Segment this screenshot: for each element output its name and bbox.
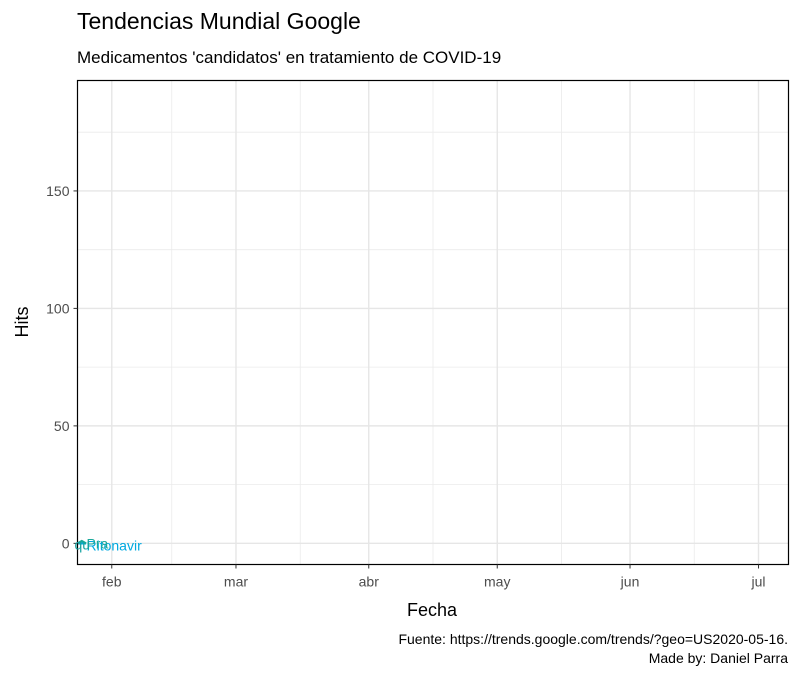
x-tick-label: abr (359, 574, 380, 590)
x-tick-label: jun (620, 574, 640, 590)
y-tick-label: 50 (54, 418, 70, 434)
x-tick-label: mar (224, 574, 248, 590)
y-axis-title: Hits (12, 307, 32, 338)
series-lines (76, 539, 87, 545)
series-label-1: Pra (87, 535, 109, 551)
caption-author: Made by: Daniel Parra (648, 650, 788, 666)
y-tick-label: 100 (46, 300, 70, 316)
x-axis-title: Fecha (407, 600, 458, 620)
y-tick-label: 0 (62, 535, 70, 551)
caption-source: Fuente: https://trends.google.com/trends… (398, 631, 788, 647)
series-label-2: qu (75, 536, 91, 552)
x-tick-label: may (484, 574, 510, 590)
y-tick-label: 150 (46, 183, 70, 199)
x-tick-label: feb (102, 574, 122, 590)
grid-lines (77, 80, 789, 565)
chart-subtitle: Medicamentos 'candidatos' en tratamiento… (77, 48, 502, 67)
x-tick-label: jul (751, 574, 766, 590)
chart-title: Tendencias Mundial Google (77, 8, 361, 34)
caption: Fuente: https://trends.google.com/trends… (398, 630, 788, 668)
axis-ticks: 0 50 100 150 feb mar abr may jun jul (46, 183, 765, 590)
series-line-1 (76, 539, 87, 545)
panel-border (76, 79, 790, 566)
series-label-0: Ritonavir (87, 537, 143, 553)
